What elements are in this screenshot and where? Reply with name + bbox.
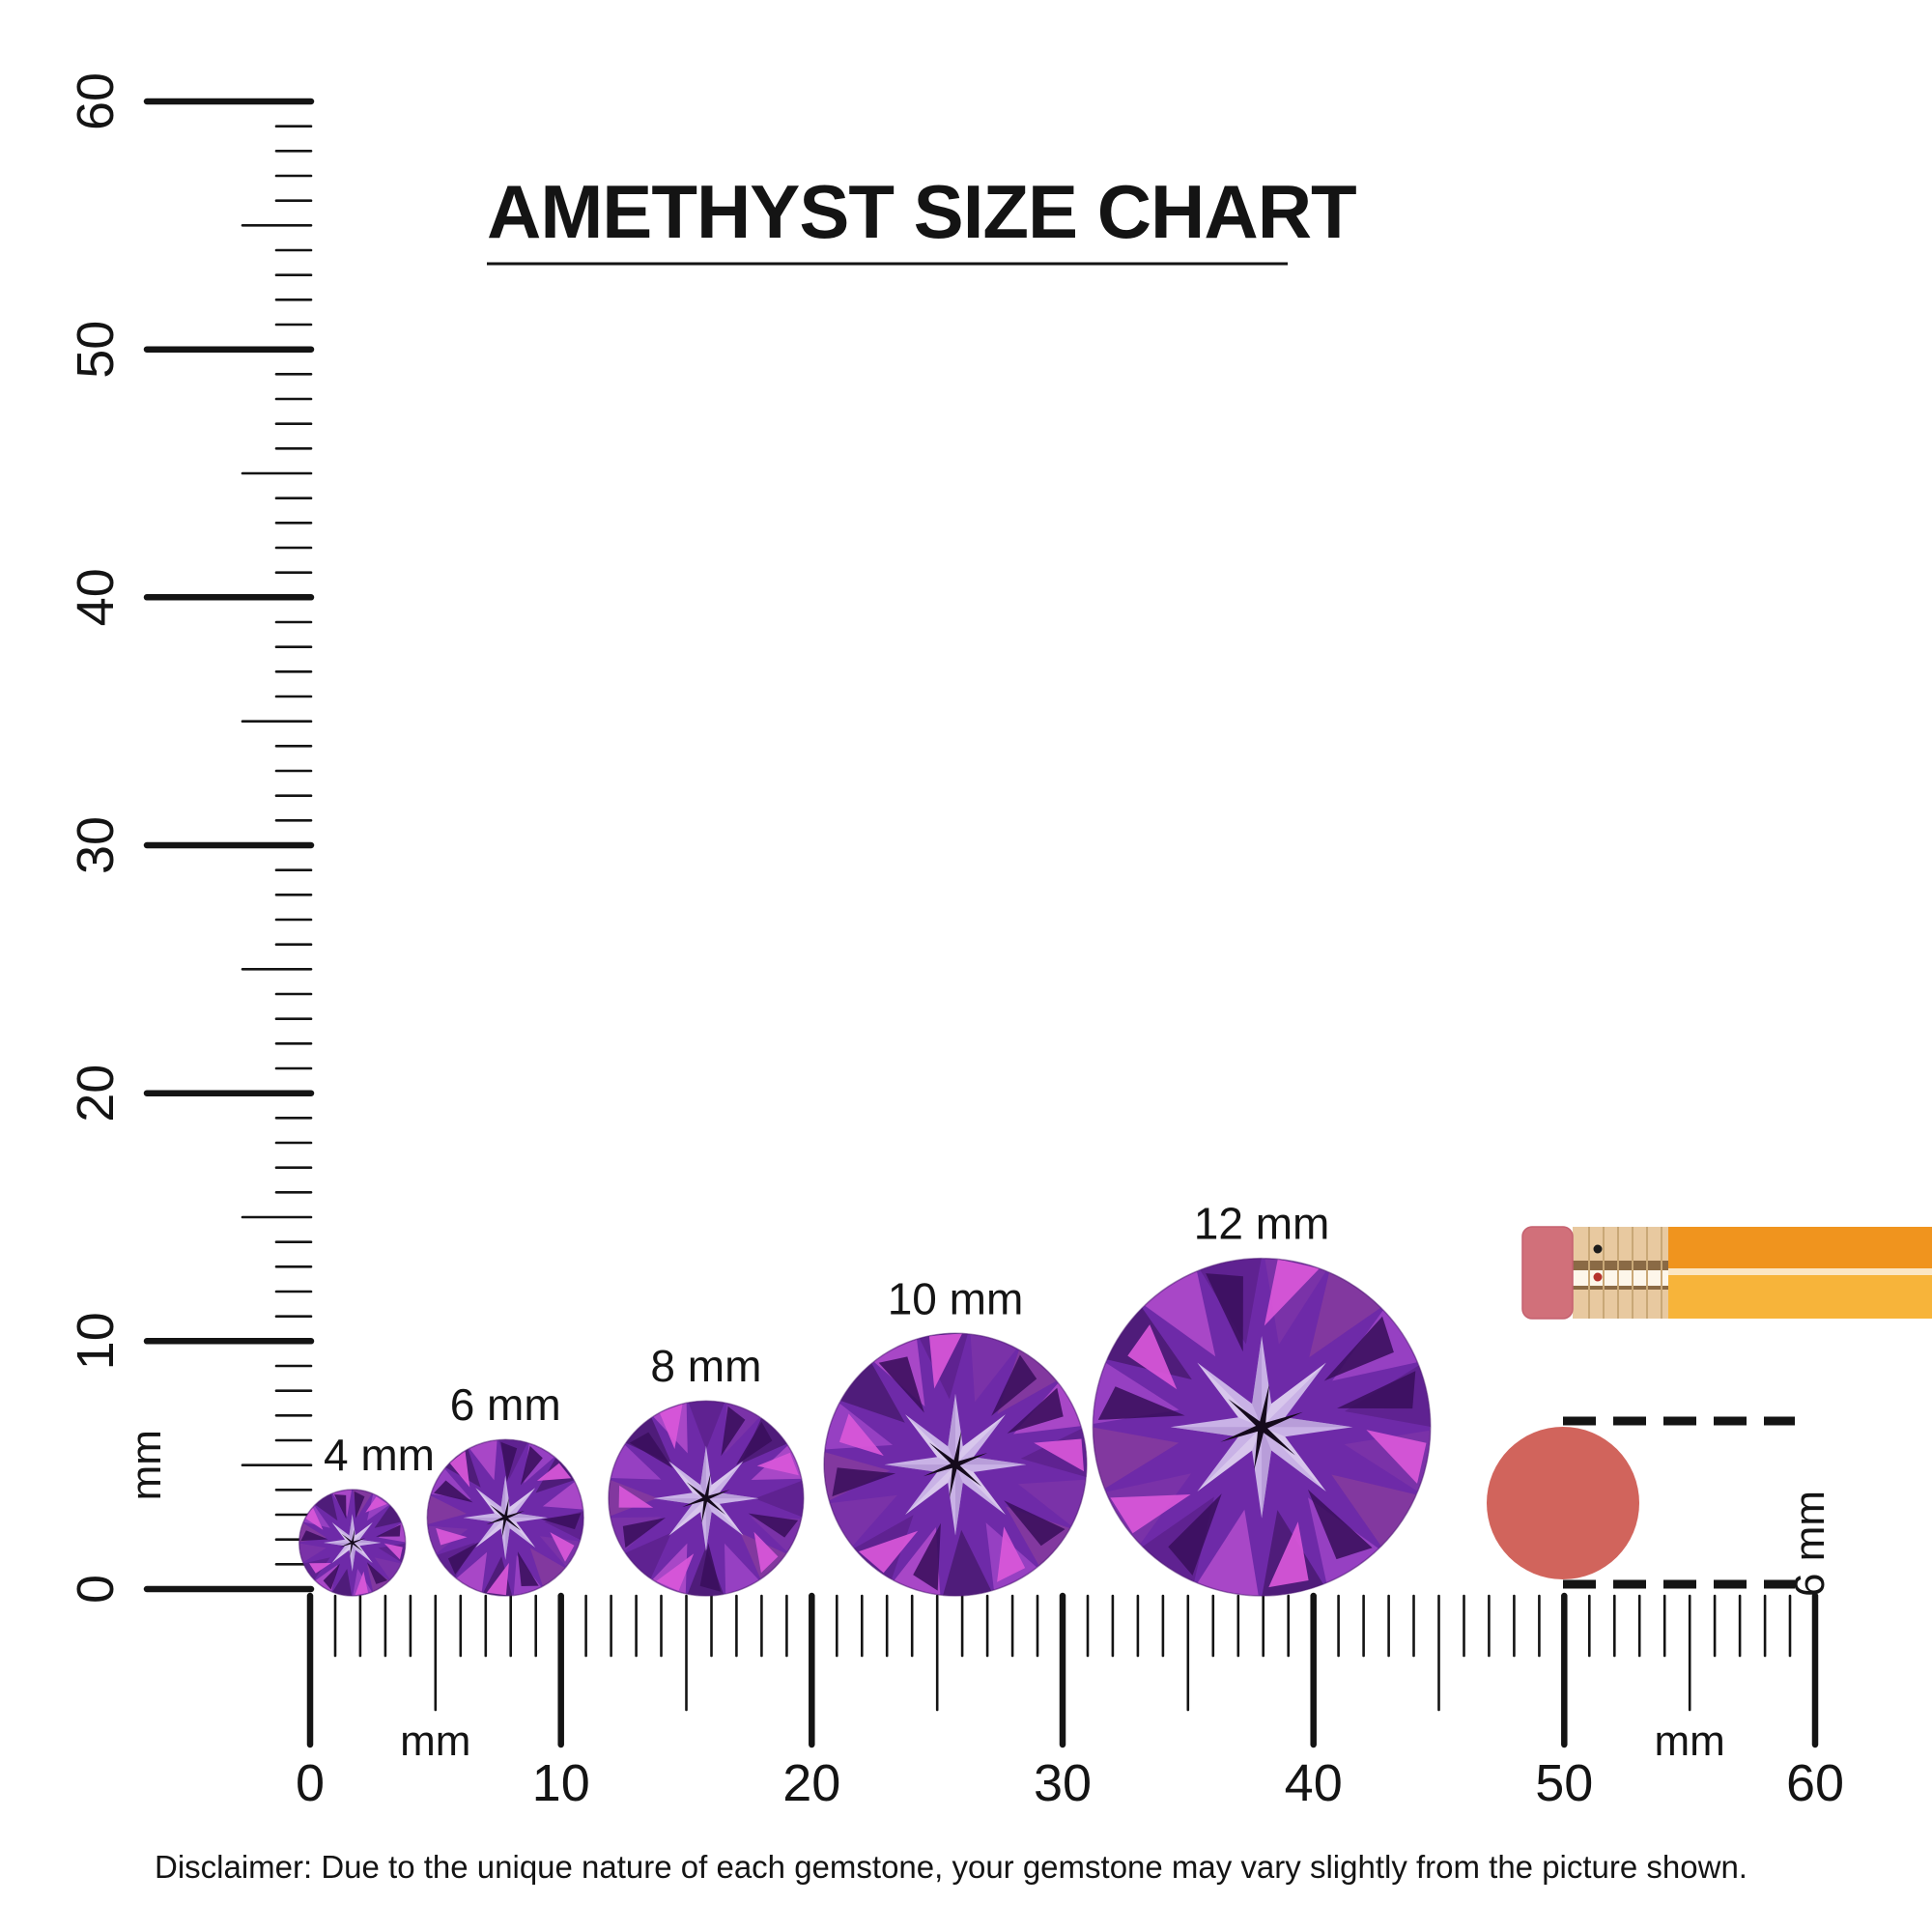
svg-text:8 mm: 8 mm (650, 1341, 761, 1391)
svg-text:20: 20 (782, 1754, 840, 1812)
svg-text:6 mm: 6 mm (450, 1379, 561, 1430)
svg-text:60: 60 (67, 72, 125, 130)
svg-text:10 mm: 10 mm (888, 1273, 1024, 1323)
svg-text:20: 20 (67, 1065, 125, 1122)
svg-text:6 mm: 6 mm (1786, 1491, 1833, 1597)
svg-text:30: 30 (67, 816, 125, 874)
svg-text:AMETHYST SIZE CHART: AMETHYST SIZE CHART (487, 169, 1356, 254)
svg-text:mm: mm (400, 1718, 470, 1765)
svg-text:4 mm: 4 mm (324, 1430, 435, 1480)
svg-text:10: 10 (532, 1754, 590, 1812)
svg-text:10: 10 (67, 1312, 125, 1370)
svg-text:0: 0 (296, 1754, 325, 1812)
svg-text:Disclaimer: Due to the unique: Disclaimer: Due to the unique nature of … (155, 1849, 1747, 1885)
svg-text:mm: mm (1655, 1718, 1725, 1765)
svg-text:50: 50 (1535, 1754, 1593, 1812)
svg-text:mm: mm (123, 1430, 170, 1500)
svg-text:60: 60 (1786, 1754, 1844, 1812)
svg-text:40: 40 (1285, 1754, 1343, 1812)
svg-text:12 mm: 12 mm (1194, 1199, 1330, 1249)
svg-text:40: 40 (67, 568, 125, 626)
svg-text:50: 50 (67, 321, 125, 379)
svg-text:30: 30 (1034, 1754, 1092, 1812)
svg-text:0: 0 (67, 1575, 125, 1604)
